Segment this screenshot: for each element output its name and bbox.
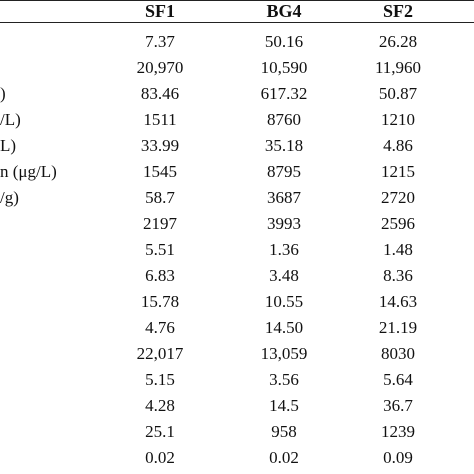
table-cell: 25.1 [145,422,175,441]
table-cell: 10,590 [260,58,308,77]
table-cell: 0.02 [269,448,299,467]
table-cell: 15.78 [140,292,180,311]
table-cell: 7.37 [145,32,175,51]
table-header-rule [0,22,474,23]
table-cell: 26.28 [378,32,418,51]
table-cell: 4.76 [145,318,175,337]
table-cell: 2197 [143,214,177,233]
table-cell: 13,059 [260,344,308,363]
table-cell: 958 [271,422,297,441]
table-cell: 5.64 [383,370,413,389]
column-header-bg4: BG4 [266,1,302,21]
row-label: ) [0,84,6,103]
table-cell: 8030 [381,344,415,363]
table-cell: 5.15 [145,370,175,389]
table-cell: 2720 [381,188,415,207]
table-cell: 2596 [381,214,415,233]
column-header-sf2: SF2 [382,1,413,21]
table-cell: 1545 [143,162,177,181]
table-cell: 8795 [267,162,301,181]
row-label: /L) [0,110,21,129]
table-cell: 20,970 [136,58,184,77]
table-cell: 8760 [267,110,301,129]
row-label: L) [0,136,17,155]
table-cell: 1210 [381,110,415,129]
table-cell: 6.83 [145,266,175,285]
table-cell: 1.48 [383,240,413,259]
table-cell: 11,960 [374,58,422,77]
table-cell: 4.86 [383,136,413,155]
table-cell: 3687 [267,188,301,207]
table-cell: 0.02 [145,448,175,467]
row-label: /g) [0,188,19,207]
row-label: n (μg/L) [0,162,57,181]
table-cell: 0.09 [383,448,413,467]
table-cell: 3.56 [269,370,299,389]
table-cell: 58.7 [145,188,175,207]
table-cell: 22,017 [136,344,184,363]
table-cell: 36.7 [383,396,413,415]
table-cell: 3.48 [269,266,299,285]
table-cell: 14.5 [269,396,299,415]
table-cell: 14.50 [264,318,304,337]
table-cell: 1.36 [269,240,299,259]
table-cell: 35.18 [264,136,304,155]
table-cell: 1511 [143,110,177,129]
table-cell: 1239 [381,422,415,441]
table-cell: 4.28 [145,396,175,415]
table-cell: 1215 [381,162,415,181]
table-cell: 5.51 [145,240,175,259]
table-cell: 14.63 [378,292,418,311]
table-cell: 10.55 [264,292,304,311]
table-cell: 21.19 [378,318,418,337]
table-cell: 33.99 [140,136,180,155]
table-cell: 8.36 [383,266,413,285]
table-cell: 50.16 [264,32,304,51]
table-cell: 617.32 [260,84,308,103]
table-cell: 83.46 [140,84,180,103]
column-header-sf1: SF1 [144,1,175,21]
table-top-rule [0,0,474,1]
table-cell: 3993 [267,214,301,233]
table-cell: 50.87 [378,84,418,103]
